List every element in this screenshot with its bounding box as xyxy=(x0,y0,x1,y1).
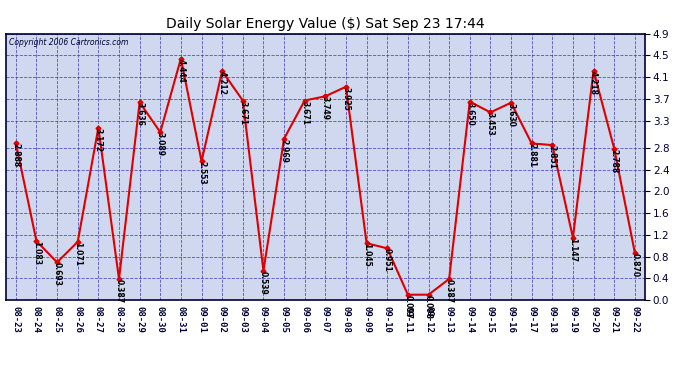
Text: 2.788: 2.788 xyxy=(610,148,619,173)
Text: 2.881: 2.881 xyxy=(527,144,536,168)
Text: 0.951: 0.951 xyxy=(383,248,392,272)
Text: 0.539: 0.539 xyxy=(259,271,268,294)
Text: 1.045: 1.045 xyxy=(362,243,371,267)
Text: 0.097: 0.097 xyxy=(404,295,413,319)
Text: 2.851: 2.851 xyxy=(548,145,557,169)
Text: 2.969: 2.969 xyxy=(279,139,288,162)
Text: 3.749: 3.749 xyxy=(321,96,330,120)
Text: 0.098: 0.098 xyxy=(424,295,433,319)
Text: 4.444: 4.444 xyxy=(177,58,186,82)
Text: 3.925: 3.925 xyxy=(342,87,351,111)
Text: 2.888: 2.888 xyxy=(11,143,20,167)
Text: 1.071: 1.071 xyxy=(73,242,82,266)
Text: 3.650: 3.650 xyxy=(465,102,474,125)
Text: 1.083: 1.083 xyxy=(32,241,41,265)
Text: 1.147: 1.147 xyxy=(569,238,578,262)
Text: 3.630: 3.630 xyxy=(506,103,515,127)
Text: 3.089: 3.089 xyxy=(156,132,165,156)
Text: 4.212: 4.212 xyxy=(217,71,227,95)
Text: 0.387: 0.387 xyxy=(115,279,124,303)
Text: 0.693: 0.693 xyxy=(52,262,61,286)
Text: 3.671: 3.671 xyxy=(300,100,309,124)
Text: 2.553: 2.553 xyxy=(197,161,206,185)
Text: 0.870: 0.870 xyxy=(631,253,640,277)
Text: 3.172: 3.172 xyxy=(94,128,103,152)
Text: 3.671: 3.671 xyxy=(238,100,247,124)
Text: 0.387: 0.387 xyxy=(444,279,453,303)
Text: 3.636: 3.636 xyxy=(135,102,144,126)
Text: Copyright 2006 Cartronics.com: Copyright 2006 Cartronics.com xyxy=(9,38,128,47)
Text: 3.453: 3.453 xyxy=(486,112,495,136)
Text: 4.218: 4.218 xyxy=(589,71,598,95)
Title: Daily Solar Energy Value ($) Sat Sep 23 17:44: Daily Solar Energy Value ($) Sat Sep 23 … xyxy=(166,17,484,31)
